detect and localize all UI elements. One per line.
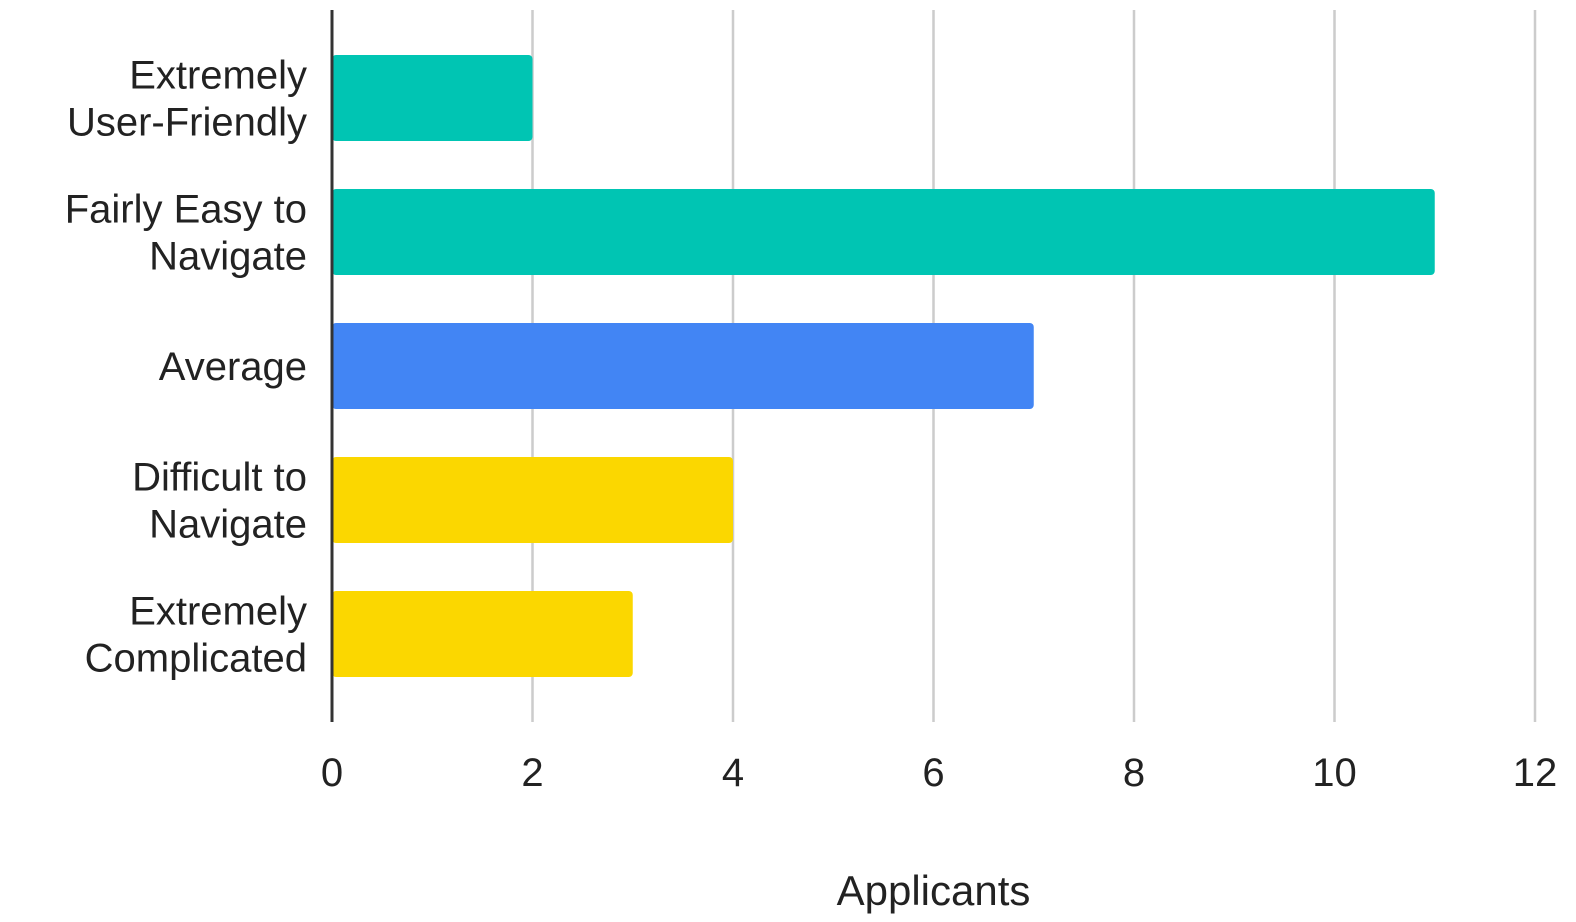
category-label-0: Extremely User-Friendly <box>67 54 307 145</box>
category-label-0-line-0: Extremely <box>129 54 307 98</box>
x-tick-label-0: 0 <box>321 751 343 795</box>
category-label-0-line-1: User-Friendly <box>67 101 307 145</box>
x-tick-label-3: 6 <box>922 751 944 795</box>
x-tick-label-1: 2 <box>521 751 543 795</box>
bar-2 <box>332 323 1034 409</box>
bar-4 <box>332 591 633 677</box>
x-tick-label-2: 4 <box>722 751 744 795</box>
x-tick-label-5: 10 <box>1312 751 1357 795</box>
category-label-2-line-0: Average <box>159 345 307 389</box>
category-label-1-line-0: Fairly Easy to <box>65 188 307 232</box>
category-label-1: Fairly Easy to Navigate <box>65 188 307 279</box>
bar-0 <box>332 55 533 141</box>
category-label-2: Average <box>159 345 307 389</box>
category-label-4-line-1: Complicated <box>85 637 307 681</box>
category-label-1-line-1: Navigate <box>149 235 307 279</box>
category-label-3: Difficult to Navigate <box>132 456 307 547</box>
category-label-3-line-1: Navigate <box>149 503 307 547</box>
bar-3 <box>332 457 733 543</box>
category-label-4-line-0: Extremely <box>129 590 307 634</box>
x-tick-labels: 0 2 4 6 8 10 12 <box>321 751 1557 795</box>
bar-1 <box>332 189 1435 275</box>
category-label-3-line-0: Difficult to <box>132 456 307 500</box>
x-axis-title: Applicants <box>837 867 1031 914</box>
x-tick-label-6: 12 <box>1513 751 1558 795</box>
category-label-4: Extremely Complicated <box>85 590 307 681</box>
x-tick-label-4: 8 <box>1123 751 1145 795</box>
bars <box>332 55 1435 677</box>
